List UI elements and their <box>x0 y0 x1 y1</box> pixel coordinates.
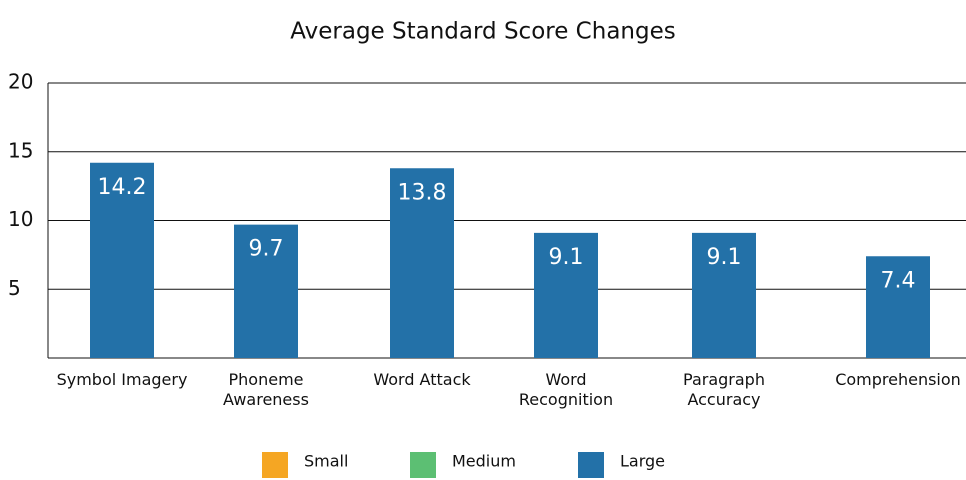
data-label: 9.7 <box>249 237 284 262</box>
legend-swatch <box>410 452 436 478</box>
bar <box>234 224 298 358</box>
bar <box>534 232 598 358</box>
x-tick-label: Phoneme Awareness <box>223 370 309 409</box>
legend-label: Medium <box>452 452 516 471</box>
y-tick-label: 5 <box>8 276 21 300</box>
data-label: 13.8 <box>398 180 447 205</box>
y-tick-label: 20 <box>8 70 33 94</box>
chart-title: Average Standard Score Changes <box>290 19 675 45</box>
bar <box>692 232 756 358</box>
x-tick-label: Word Attack <box>373 370 471 389</box>
y-tick-label: 10 <box>8 207 33 231</box>
legend-label: Large <box>620 452 665 471</box>
x-tick-label: Paragraph Accuracy <box>683 370 765 409</box>
x-tick-label: Symbol Imagery <box>56 370 188 389</box>
legend-label: Small <box>304 452 348 471</box>
y-tick-label: 15 <box>8 138 33 162</box>
legend-swatch <box>262 452 288 478</box>
x-tick-label: Comprehension <box>835 370 961 389</box>
data-label: 7.4 <box>881 268 916 293</box>
bar <box>390 168 454 358</box>
bar <box>866 256 930 358</box>
legend-swatch <box>578 452 604 478</box>
x-tick-label: Word Recognition <box>518 370 614 409</box>
data-label: 9.1 <box>549 245 584 270</box>
data-label: 14.2 <box>98 175 147 200</box>
data-label: 9.1 <box>707 245 742 270</box>
bar <box>90 162 154 358</box>
